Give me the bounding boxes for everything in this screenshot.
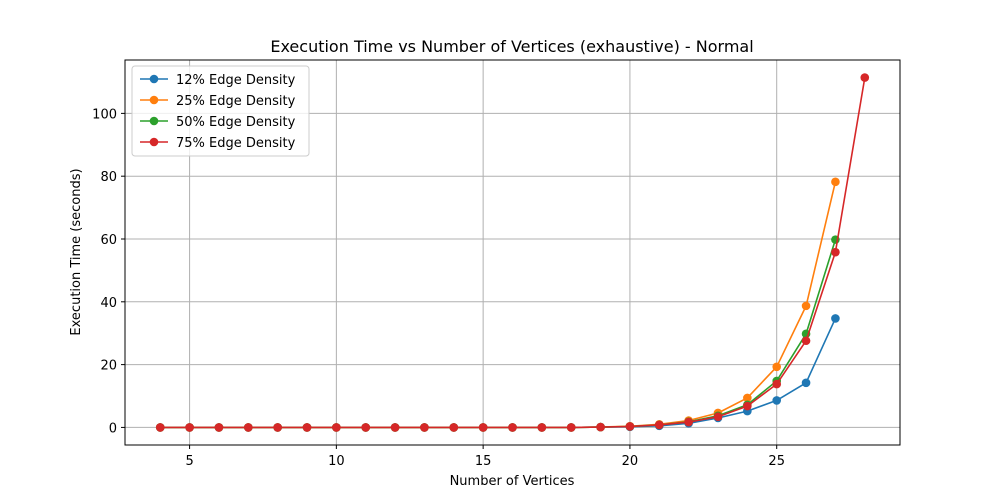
data-point <box>302 423 312 432</box>
data-point <box>801 336 811 346</box>
legend-item: 25% Edge Density <box>140 94 296 109</box>
series-4 <box>155 73 870 432</box>
legend-item: 12% Edge Density <box>140 73 296 88</box>
plot-frame <box>124 59 901 446</box>
legend-swatch-marker <box>149 95 159 105</box>
data-point <box>273 423 282 432</box>
data-point <box>332 423 341 432</box>
data-point <box>566 423 576 432</box>
data-point <box>420 423 429 432</box>
y-tick-label: 20 <box>100 359 117 374</box>
data-point <box>508 423 517 432</box>
y-axis: 0 20 40 60 80 100 <box>92 107 125 436</box>
x-axis-label: Number of Vertices <box>450 474 575 489</box>
data-point <box>713 412 723 422</box>
x-tick-label: 15 <box>475 454 492 469</box>
legend-box <box>131 65 310 157</box>
legend-item: 75% Edge Density <box>140 136 296 151</box>
data-point <box>654 420 664 430</box>
legend-item: 50% Edge Density <box>140 115 296 130</box>
data-point <box>214 423 224 432</box>
y-tick-label: 100 <box>92 107 117 122</box>
grid-lines <box>125 60 900 445</box>
legend-label: 75% Edge Density <box>176 136 296 151</box>
data-point <box>243 423 253 432</box>
data-point <box>772 396 782 405</box>
legend: 12% Edge Density 25% Edge Density 50% Edge… <box>131 65 310 157</box>
data-point <box>596 422 605 432</box>
x-tick-label: 20 <box>622 454 639 469</box>
data-point <box>625 422 635 431</box>
legend-label: 12% Edge Density <box>176 73 296 88</box>
legend-label: 50% Edge Density <box>176 115 296 130</box>
y-tick-label: 0 <box>109 421 117 436</box>
x-tick-label: 10 <box>328 454 345 469</box>
data-point <box>801 378 811 388</box>
legend-swatch-marker <box>149 137 159 147</box>
data-point <box>772 362 782 372</box>
y-tick-label: 80 <box>100 170 117 185</box>
legend-swatch-marker <box>149 74 159 84</box>
y-tick-label: 60 <box>100 233 117 248</box>
data-point <box>772 379 782 389</box>
x-tick-label: 5 <box>185 454 193 469</box>
legend-swatch-marker <box>149 116 159 126</box>
data-point <box>390 423 400 432</box>
data-point <box>537 423 547 432</box>
data-point <box>684 417 693 427</box>
chart-title: Execution Time vs Number of Vertices (ex… <box>270 37 753 56</box>
x-axis: 5 10 15 20 25 <box>185 445 785 469</box>
data-point <box>801 301 811 311</box>
data-point <box>831 247 840 257</box>
data-point <box>185 423 194 432</box>
data-point <box>449 423 459 432</box>
y-axis-label: Execution Time (seconds) <box>69 168 84 335</box>
data-point <box>155 423 165 432</box>
data-point <box>831 177 840 187</box>
data-point <box>860 73 870 82</box>
data-point <box>478 423 488 432</box>
data-point <box>831 314 840 323</box>
data-point <box>361 423 371 432</box>
series-layer <box>155 73 870 432</box>
legend-label: 25% Edge Density <box>176 94 296 109</box>
data-point <box>743 401 752 411</box>
x-tick-label: 25 <box>768 454 785 469</box>
y-tick-label: 40 <box>100 296 117 311</box>
data-point <box>743 393 752 403</box>
